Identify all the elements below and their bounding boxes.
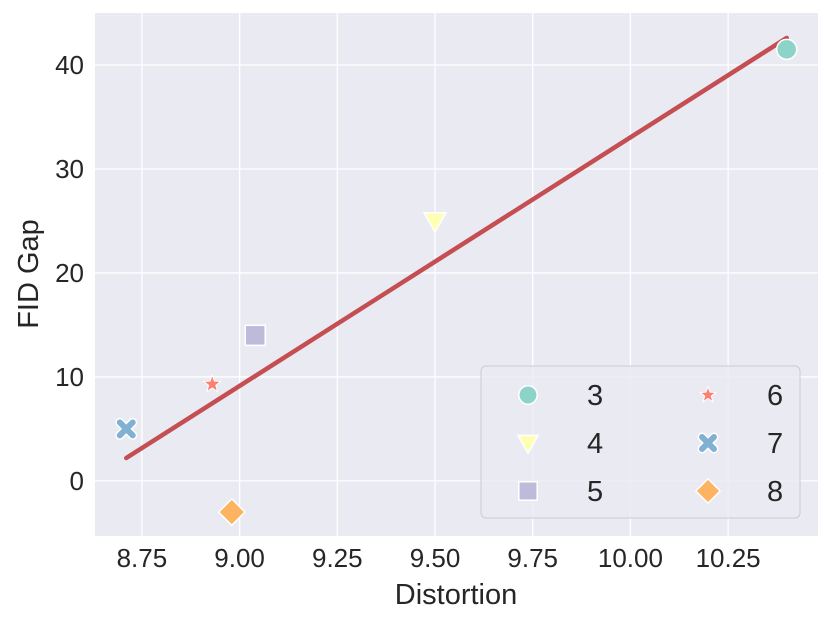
- data-point-7: [115, 417, 138, 440]
- y-tick-label: 0: [70, 466, 84, 496]
- y-tick-label: 30: [55, 154, 84, 184]
- legend-marker-5: [518, 481, 538, 501]
- grid: [95, 13, 818, 536]
- legend: 3 4 5 6 7 8: [480, 365, 801, 519]
- y-tick-label: 10: [55, 362, 84, 392]
- y-tick-label: 40: [55, 50, 84, 80]
- legend-label-4: 4: [587, 428, 603, 460]
- legend-label-5: 5: [587, 476, 603, 508]
- legend-label-3: 3: [587, 380, 603, 412]
- legend-marker-4: [516, 434, 540, 455]
- data-point-4: [422, 211, 448, 234]
- data-point-5: [244, 324, 266, 347]
- legend-marker-3: [518, 385, 538, 405]
- data-point-3: [775, 38, 798, 61]
- legend-marker-6: [698, 385, 718, 403]
- x-tick-label: 9.00: [214, 543, 265, 573]
- legend-label-8: 8: [767, 476, 783, 508]
- x-tick-label: 9.75: [507, 543, 558, 573]
- fit-line-group: [124, 35, 789, 461]
- y-axis-title: FID Gap: [13, 219, 45, 329]
- x-tick-labels: 8.75 9.00 9.25 9.50 9.75 10.00 10.25: [117, 543, 761, 573]
- trend-line: [124, 35, 789, 461]
- x-axis-title: Distortion: [395, 579, 518, 611]
- legend-marker-7: [697, 432, 719, 454]
- data-points: [115, 38, 798, 527]
- x-tick-label: 10.25: [696, 543, 761, 573]
- legend-label-6: 6: [767, 380, 783, 412]
- legend-marker-8: [694, 477, 722, 505]
- legend-label-7: 7: [767, 428, 783, 460]
- data-point-8: [217, 497, 247, 527]
- x-tick-label: 8.75: [117, 543, 168, 573]
- legend-box: [480, 365, 801, 519]
- x-tick-label: 9.25: [312, 543, 363, 573]
- x-tick-label: 10.00: [598, 543, 663, 573]
- x-tick-label: 9.50: [410, 543, 461, 573]
- y-tick-label: 20: [55, 258, 84, 288]
- y-tick-labels: 0 10 20 30 40: [55, 50, 84, 496]
- data-point-6: [202, 373, 223, 393]
